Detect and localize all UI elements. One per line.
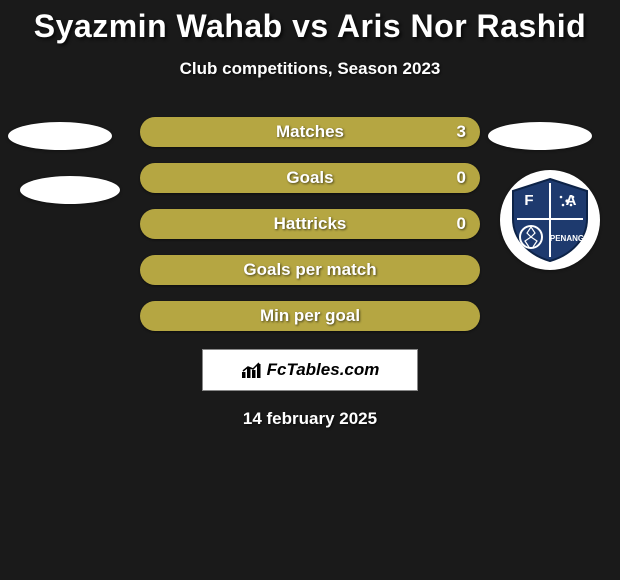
- bars-icon: [241, 361, 263, 379]
- subtitle: Club competitions, Season 2023: [0, 59, 620, 79]
- stat-label: Goals per match: [243, 260, 376, 280]
- stat-bar: Min per goal: [140, 301, 480, 331]
- branding-label: FcTables.com: [241, 360, 380, 380]
- stat-bar: Goals per match: [140, 255, 480, 285]
- stat-value: 3: [457, 122, 466, 142]
- stat-bar: Hattricks 0: [140, 209, 480, 239]
- branding-text: FcTables.com: [267, 360, 380, 380]
- shield-icon: F A PENANG: [505, 175, 595, 265]
- page-title: Syazmin Wahab vs Aris Nor Rashid: [0, 8, 620, 45]
- decorative-oval: [488, 122, 592, 150]
- decorative-oval: [20, 176, 120, 204]
- stat-value: 0: [457, 214, 466, 234]
- svg-text:F: F: [524, 192, 533, 209]
- stat-bar: Matches 3: [140, 117, 480, 147]
- stat-label: Hattricks: [274, 214, 347, 234]
- branding-box[interactable]: FcTables.com: [202, 349, 418, 391]
- stat-label: Matches: [276, 122, 344, 142]
- svg-text:PENANG: PENANG: [550, 234, 584, 243]
- infographic-root: Syazmin Wahab vs Aris Nor Rashid Club co…: [0, 0, 620, 580]
- stat-label: Min per goal: [260, 306, 360, 326]
- stat-value: 0: [457, 168, 466, 188]
- stat-row: Min per goal: [0, 301, 620, 331]
- date-label: 14 february 2025: [0, 409, 620, 429]
- stat-bar: Goals 0: [140, 163, 480, 193]
- decorative-oval: [8, 122, 112, 150]
- club-badge: F A PENANG: [500, 170, 600, 270]
- stat-label: Goals: [286, 168, 333, 188]
